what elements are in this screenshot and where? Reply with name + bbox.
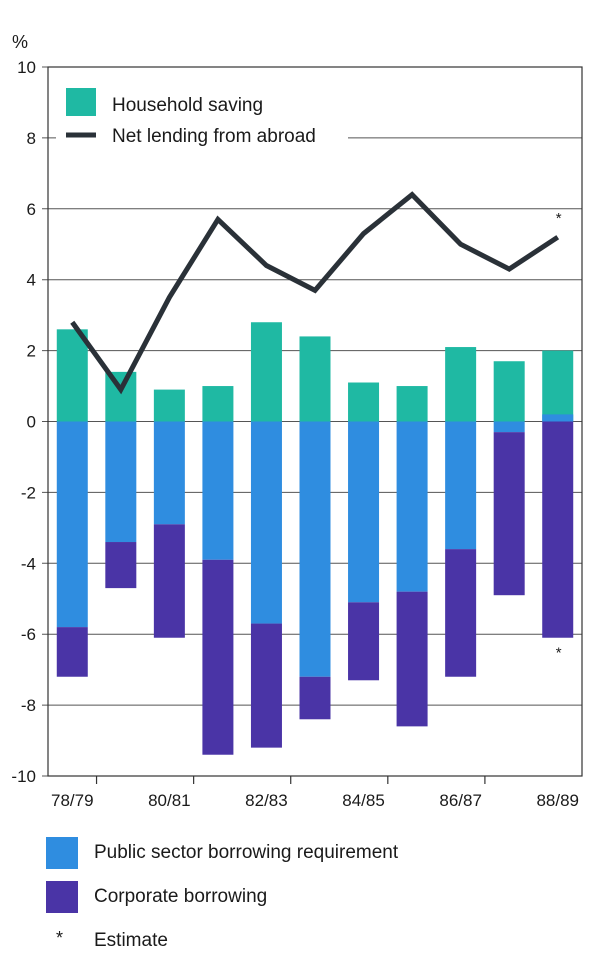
y-axis: % 10 8 6 4 2 0 -2 -4 -6 -8 -10 (11, 32, 36, 786)
household-saving-bar (105, 371, 137, 422)
estimate-star-icon: * (56, 928, 64, 948)
corporate-borrowing-bar (153, 524, 185, 638)
net-lending-line (70, 191, 560, 395)
y-tick-label: 8 (27, 129, 36, 148)
net-lending-line-group (70, 191, 560, 395)
household-saving-bar (445, 347, 477, 422)
household-saving-bar (202, 386, 234, 422)
y-tick-label: 6 (27, 200, 36, 219)
estimate-markers: ** (556, 210, 562, 662)
public-sector-bar (445, 421, 477, 550)
legend-top: Household saving Net lending from abroad (56, 80, 348, 152)
y-tick-label: -8 (21, 696, 36, 715)
corporate-borrowing-bar (299, 676, 331, 720)
y-tick-label: -6 (21, 625, 36, 644)
corporate-borrowing-bar (56, 627, 88, 677)
corporate-borrowing-bar (105, 542, 137, 589)
corporate-borrowing-bar (202, 559, 234, 755)
y-tick-label: 0 (27, 413, 36, 432)
public-sector-bar (105, 421, 137, 543)
corporate-borrowing-bar (396, 591, 428, 727)
y-unit-label: % (12, 32, 28, 52)
legend-label-net-lending: Net lending from abroad (112, 126, 316, 147)
household-saving-swatch (66, 88, 96, 116)
public-sector-bar (299, 421, 331, 677)
estimate-marker-line: * (556, 210, 562, 227)
y-tick-label: -4 (21, 554, 36, 573)
public-sector-bar (153, 421, 185, 525)
corporate-borrowing-bar (250, 623, 282, 748)
household-saving-bar (250, 322, 282, 422)
x-tick-label: 82/83 (245, 791, 288, 810)
estimate-marker-bar: * (556, 645, 562, 662)
corporate-swatch (46, 881, 78, 913)
x-tick-label: 78/79 (51, 791, 94, 810)
legend-label-public-sector: Public sector borrowing requirement (94, 842, 399, 863)
legend-label-estimate: Estimate (94, 930, 168, 951)
public-sector-swatch (46, 837, 78, 869)
household-saving-bar (56, 329, 88, 422)
x-tick-label: 86/87 (439, 791, 482, 810)
household-saving-bar (348, 382, 380, 422)
household-saving-bar (299, 336, 331, 422)
x-tick-label: 80/81 (148, 791, 191, 810)
household-saving-bar (396, 386, 428, 422)
legend-label-corporate: Corporate borrowing (94, 886, 268, 907)
public-sector-bar (396, 421, 428, 592)
x-tick-label: 88/89 (536, 791, 579, 810)
household-saving-bar (153, 389, 185, 422)
y-tick-label: 10 (17, 58, 36, 77)
corporate-borrowing-bar (542, 421, 574, 638)
public-sector-bar (493, 421, 525, 433)
y-tick-label: 4 (27, 271, 36, 290)
corporate-borrowing-bar (348, 602, 380, 681)
public-sector-bar (250, 421, 282, 624)
household-saving-bar (542, 350, 574, 422)
y-tick-label: -2 (21, 483, 36, 502)
public-sector-bar (348, 421, 380, 603)
household-saving-bar (493, 361, 525, 422)
y-tick-label: 2 (27, 342, 36, 361)
public-sector-bar (542, 414, 574, 422)
plot-frame (47, 66, 583, 777)
y-tick-label: -10 (11, 767, 36, 786)
public-sector-bar (202, 421, 234, 560)
corporate-borrowing-bar (493, 432, 525, 596)
x-axis: 78/79 80/81 82/83 84/85 86/87 88/89 (51, 776, 579, 810)
x-tick-label: 84/85 (342, 791, 385, 810)
legend-background (56, 80, 348, 152)
legend-label-household-saving: Household saving (112, 95, 263, 116)
chart: % 10 8 6 4 2 0 -2 -4 -6 -8 -10 78/79 80/81 82/83 84/85… (11, 32, 583, 810)
public-sector-bar (56, 421, 88, 628)
bars (56, 322, 574, 755)
corporate-borrowing-bar (445, 549, 477, 677)
